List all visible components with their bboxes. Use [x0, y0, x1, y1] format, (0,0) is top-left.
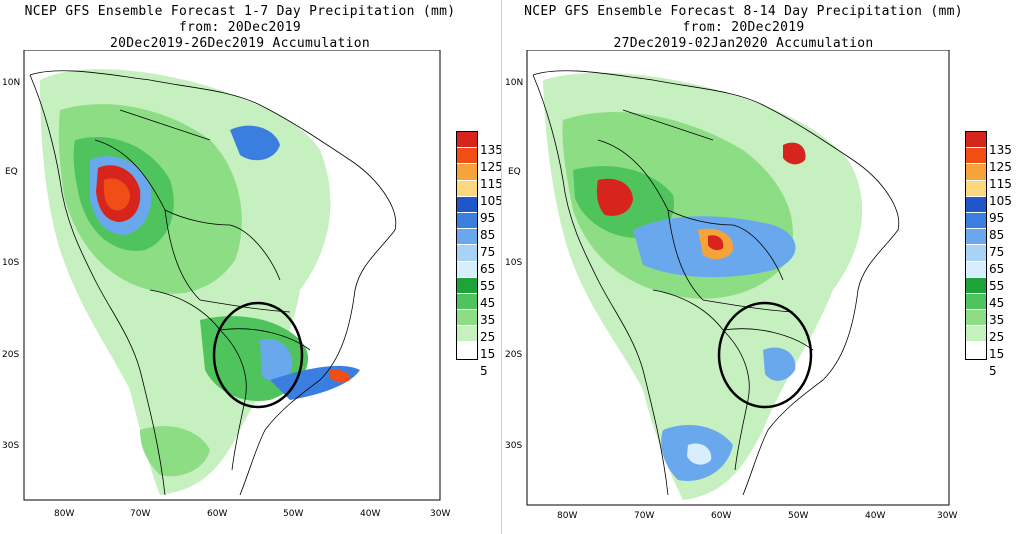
svg-text:10N: 10N [505, 78, 523, 88]
map-panel-right: NCEP GFS Ensemble Forecast 8-14 Day Prec… [503, 0, 1024, 534]
legend-swatch [966, 196, 986, 213]
svg-text:50W: 50W [283, 509, 303, 519]
lat-ticks: 10N EQ 10S 20S 30S [2, 78, 20, 451]
svg-text:30W: 30W [937, 511, 957, 520]
svg-text:70W: 70W [634, 511, 654, 520]
svg-text:80W: 80W [54, 509, 74, 519]
color-legend [965, 131, 987, 360]
legend-swatch [966, 229, 986, 246]
panel-divider [501, 0, 502, 534]
color-legend [456, 131, 478, 360]
legend-swatch [966, 180, 986, 197]
svg-text:EQ: EQ [5, 167, 18, 177]
legend-swatch [966, 277, 986, 294]
legend-swatch [457, 196, 477, 213]
legend-swatch [966, 245, 986, 262]
panel-period: 27Dec2019-02Jan2020 Accumulation [613, 36, 874, 51]
legend-swatch [457, 164, 477, 181]
panel-period: 20Dec2019-26Dec2019 Accumulation [109, 36, 371, 51]
lon-ticks: 80W 70W 60W 50W 40W 30W [54, 509, 450, 519]
country-borders [532, 70, 900, 496]
svg-text:70W: 70W [130, 509, 150, 519]
lat-ticks: 10N EQ 10S 20S 30S [505, 78, 523, 451]
legend-swatch [457, 212, 477, 230]
svg-text:60W: 60W [207, 509, 227, 519]
map-panel-left: NCEP GFS Ensemble Forecast 1-7 Day Preci… [0, 0, 503, 534]
country-borders [29, 70, 397, 496]
highlight-circle [717, 301, 813, 409]
legend-swatch [457, 245, 477, 262]
svg-text:30S: 30S [505, 441, 522, 451]
legend-swatch [966, 261, 986, 278]
legend-swatch [457, 148, 477, 165]
highlight-circle [212, 301, 304, 409]
svg-text:60W: 60W [711, 511, 731, 520]
svg-text:20S: 20S [2, 350, 19, 360]
legend-swatch [457, 229, 477, 246]
svg-text:20S: 20S [505, 350, 522, 360]
legend-swatch [457, 326, 477, 343]
legend-swatch [966, 212, 986, 230]
svg-text:80W: 80W [557, 511, 577, 520]
legend-swatch [966, 326, 986, 343]
legend-swatch [966, 132, 986, 149]
legend-swatch [457, 277, 477, 294]
legend-swatch [457, 261, 477, 278]
legend-swatch [457, 342, 477, 359]
panel-subtitle: from: 20Dec2019 [682, 20, 805, 35]
legend-swatch [966, 148, 986, 165]
legend-swatch [457, 293, 477, 311]
svg-text:40W: 40W [865, 511, 885, 520]
svg-text:10N: 10N [2, 78, 20, 88]
svg-text:10S: 10S [505, 258, 522, 268]
precip-shading [543, 72, 863, 501]
precipitation-map-left: 10N EQ 10S 20S 30S 80W 70W 60W 50W 40W 3… [2, 50, 450, 519]
svg-text:40W: 40W [360, 509, 380, 519]
legend-swatch [966, 342, 986, 359]
svg-text:10S: 10S [2, 258, 19, 268]
precipitation-map-right: 10N EQ 10S 20S 30S 80W 70W 60W 50W 40W 3… [505, 50, 957, 520]
legend-swatch [457, 310, 477, 327]
panel-title: NCEP GFS Ensemble Forecast 1-7 Day Preci… [24, 4, 456, 19]
legend-swatch [966, 293, 986, 311]
svg-text:30W: 30W [430, 509, 450, 519]
legend-swatch [966, 164, 986, 181]
svg-text:30S: 30S [2, 441, 19, 451]
svg-text:EQ: EQ [508, 167, 521, 177]
legend-swatch [966, 310, 986, 327]
legend-swatch [457, 132, 477, 149]
lon-ticks: 80W 70W 60W 50W 40W 30W [557, 511, 957, 520]
panel-title: NCEP GFS Ensemble Forecast 8-14 Day Prec… [524, 4, 963, 19]
panel-subtitle: from: 20Dec2019 [179, 20, 301, 35]
precip-shading [40, 69, 360, 495]
svg-text:50W: 50W [788, 511, 808, 520]
legend-swatch [457, 180, 477, 197]
